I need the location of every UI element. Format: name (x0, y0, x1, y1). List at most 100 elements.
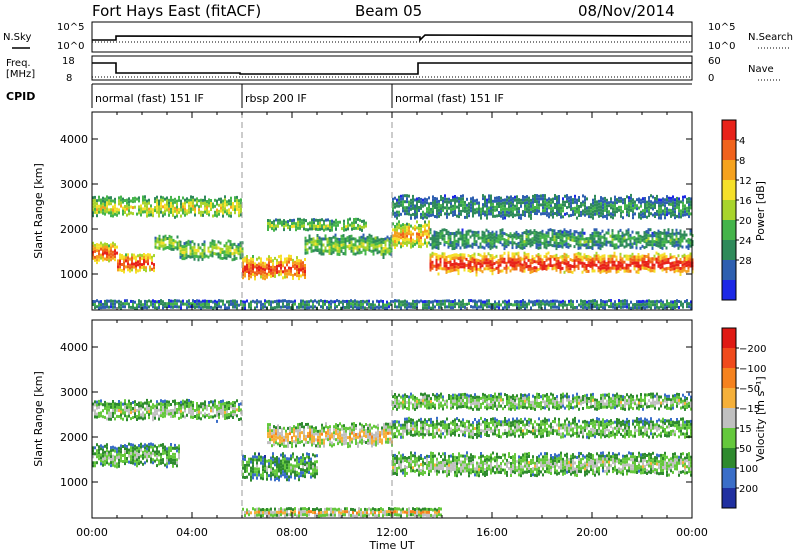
heatmap-cell (414, 214, 416, 217)
heatmap-cell (220, 201, 222, 204)
heatmap-cell (329, 249, 331, 252)
heatmap-cell (234, 306, 236, 309)
heatmap-cell (594, 231, 596, 234)
heatmap-cell (325, 228, 327, 231)
heatmap-cell (664, 213, 666, 216)
heatmap-cell (174, 462, 176, 465)
heatmap-cell (100, 254, 102, 257)
heatmap-cell (258, 256, 260, 259)
heatmap-cell (94, 400, 96, 403)
heatmap-cell (167, 246, 169, 249)
heatmap-cell (188, 199, 190, 202)
heatmap-cell (680, 244, 682, 247)
heatmap-cell (244, 272, 246, 275)
heatmap-cell (604, 303, 606, 306)
heatmap-cell (119, 253, 121, 256)
heatmap-cell (232, 258, 234, 261)
heatmap-cell (367, 242, 369, 245)
heatmap-cell (339, 253, 341, 256)
heatmap-cell (454, 302, 456, 305)
heatmap-cell (536, 209, 538, 212)
heatmap-cell (554, 255, 556, 258)
heatmap-cell (678, 260, 680, 263)
heatmap-cell (146, 200, 148, 203)
heatmap-cell (146, 444, 148, 447)
heatmap-cell (369, 249, 371, 252)
heatmap-cell (311, 227, 313, 230)
heatmap-cell (672, 195, 674, 198)
heatmap-cell (430, 208, 432, 211)
heatmap-cell (546, 256, 548, 259)
heatmap-cell (516, 243, 518, 246)
heatmap-cell (135, 256, 137, 259)
heatmap-cell (276, 262, 278, 265)
heatmap-cell (550, 198, 552, 201)
heatmap-cell (614, 252, 616, 255)
heatmap-cell (684, 207, 686, 210)
heatmap-cell (620, 206, 622, 209)
heatmap-cell (508, 211, 510, 214)
heatmap-cell (335, 246, 337, 249)
heatmap-cell (100, 456, 102, 459)
heatmap-cell (180, 244, 182, 247)
heatmap-cell (576, 211, 578, 214)
heatmap-cell (686, 264, 688, 267)
heatmap-cell (492, 269, 494, 272)
heatmap-cell (508, 306, 510, 309)
heatmap-cell (680, 270, 682, 273)
heatmap-cell (351, 235, 353, 238)
heatmap-cell (506, 214, 508, 217)
heatmap-cell (470, 197, 472, 200)
heatmap-cell (142, 303, 144, 306)
heatmap-cell (300, 306, 302, 309)
heatmap-cell (126, 415, 128, 418)
heatmap-cell (130, 446, 132, 449)
heatmap-cell (104, 201, 106, 204)
noise-right-tick-top: 10^5 (708, 22, 735, 33)
heatmap-cell (325, 219, 327, 222)
heatmap-cell (200, 211, 202, 214)
heatmap-cell (620, 262, 622, 265)
heatmap-cell (286, 275, 288, 278)
heatmap-cell (536, 231, 538, 234)
heatmap-cell (128, 455, 130, 458)
heatmap-cell (530, 214, 532, 217)
heatmap-cell (335, 237, 337, 240)
heatmap-cell (94, 415, 96, 418)
heatmap-cell (355, 244, 357, 247)
heatmap-cell (530, 271, 532, 274)
heatmap-cell (638, 213, 640, 216)
heatmap-cell (652, 303, 654, 306)
heatmap-cell (472, 269, 474, 272)
heatmap-cell (538, 256, 540, 259)
freq-right-tick-bottom: 0 (708, 73, 714, 84)
heatmap-cell (285, 221, 287, 224)
heatmap-cell (680, 258, 682, 261)
heatmap-cell (106, 402, 108, 405)
heatmap-cell (126, 299, 128, 302)
heatmap-cell (598, 246, 600, 249)
heatmap-cell (274, 300, 276, 303)
heatmap-cell (260, 257, 262, 260)
heatmap-cell (220, 198, 222, 201)
heatmap-cell (668, 212, 670, 215)
heatmap-cell (331, 223, 333, 226)
heatmap-cell (558, 266, 560, 269)
heatmap-cell (283, 225, 285, 228)
heatmap-cell (618, 237, 620, 240)
heatmap-cell (386, 307, 388, 310)
heatmap-cell (548, 267, 550, 270)
heatmap-cell (132, 303, 134, 306)
heatmap-cell (418, 206, 420, 209)
heatmap-cell (298, 259, 300, 262)
heatmap-cell (554, 238, 556, 241)
heatmap-cell (158, 418, 160, 421)
heatmap-cell (638, 231, 640, 234)
heatmap-cell (678, 306, 680, 309)
heatmap-cell (158, 212, 160, 215)
heatmap-cell (94, 205, 96, 208)
heatmap-cell (664, 207, 666, 210)
heatmap-cell (604, 269, 606, 272)
heatmap-cell (260, 275, 262, 278)
